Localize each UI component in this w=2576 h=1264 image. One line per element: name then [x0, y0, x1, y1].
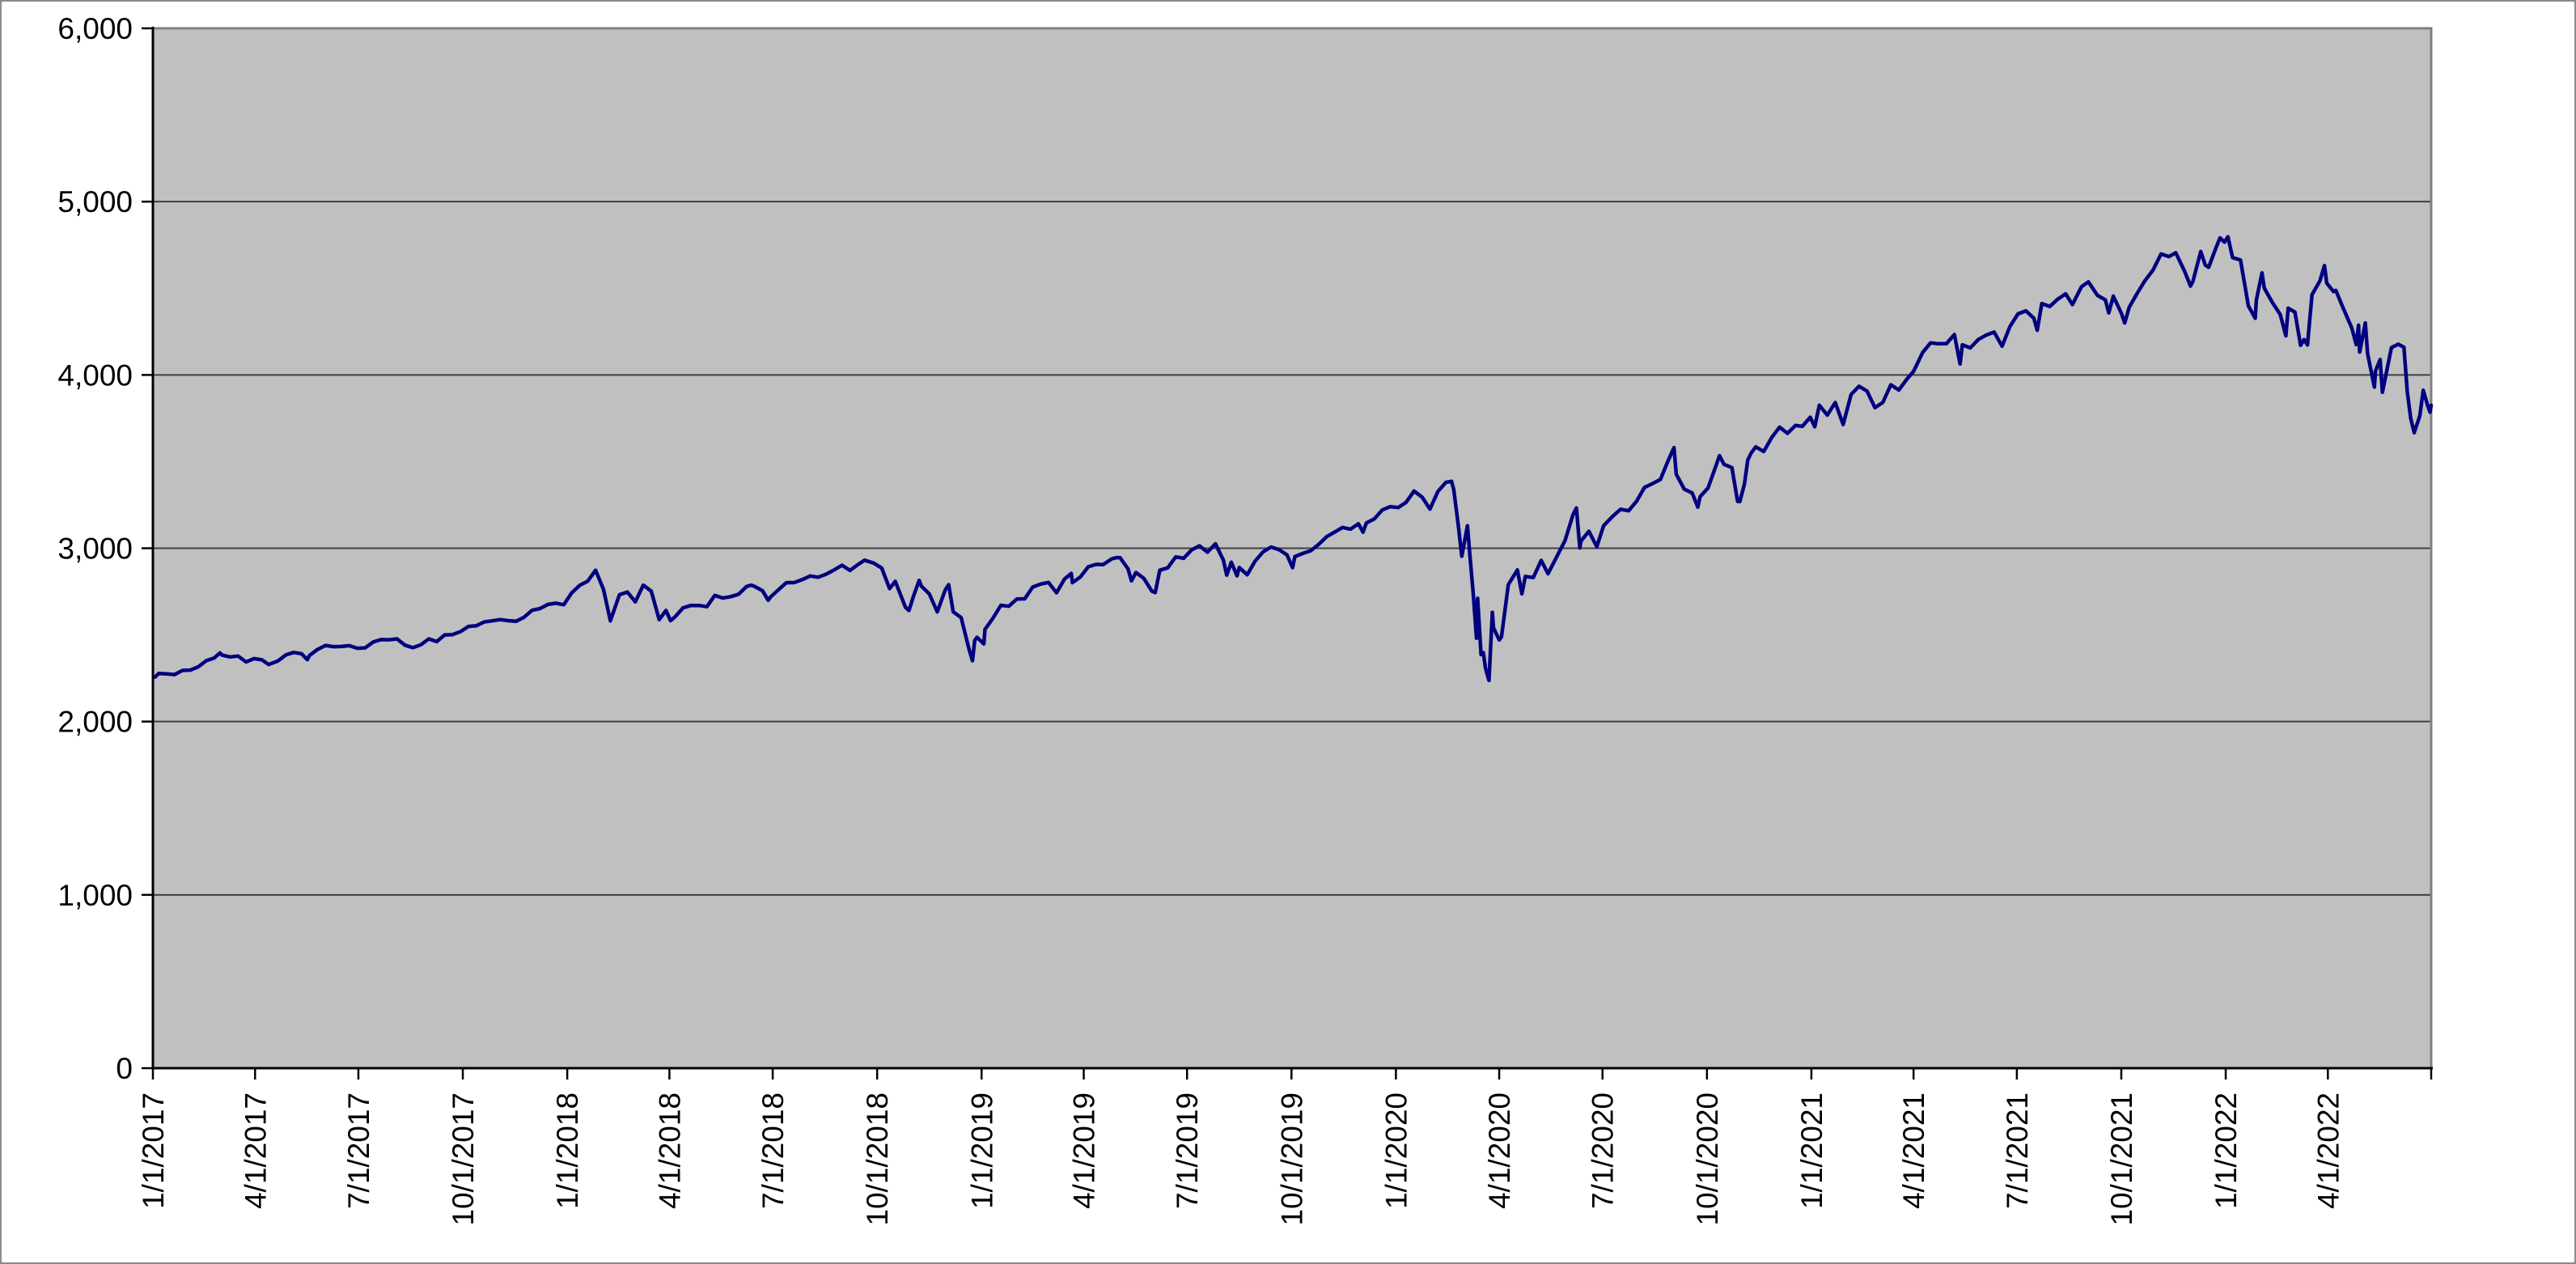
x-axis-label: 10/1/2017	[447, 1092, 480, 1226]
x-axis-label: 4/1/2020	[1483, 1092, 1516, 1209]
x-axis-label: 10/1/2021	[2105, 1092, 2138, 1226]
y-axis-label: 0	[116, 1052, 133, 1085]
y-axis-label: 2,000	[57, 706, 133, 739]
x-axis-label: 10/1/2018	[861, 1092, 894, 1226]
x-axis-label: 1/1/2022	[2210, 1092, 2243, 1209]
x-axis-label: 4/1/2021	[1897, 1092, 1930, 1209]
y-axis-label: 1,000	[57, 879, 133, 912]
x-axis-label: 1/1/2017	[137, 1092, 170, 1209]
x-axis-label: 1/1/2020	[1379, 1092, 1413, 1209]
x-axis-label: 4/1/2022	[2311, 1092, 2345, 1209]
y-axis-label: 3,000	[57, 532, 133, 565]
price-line	[153, 235, 2434, 683]
y-axis-label: 6,000	[57, 12, 133, 45]
x-axis-label: 7/1/2020	[1587, 1092, 1620, 1209]
y-axis-label: 4,000	[57, 358, 133, 392]
x-axis-label: 4/1/2018	[653, 1092, 686, 1209]
x-axis-label: 1/1/2018	[551, 1092, 584, 1209]
x-axis-label: 7/1/2021	[2001, 1092, 2034, 1209]
x-axis-label: 4/1/2019	[1068, 1092, 1101, 1209]
x-axis-label: 7/1/2019	[1171, 1092, 1204, 1209]
x-axis-label: 4/1/2017	[239, 1092, 272, 1209]
x-axis-label: 7/1/2017	[342, 1092, 375, 1209]
x-axis-label: 1/1/2021	[1795, 1092, 1828, 1209]
x-axis-label: 1/1/2019	[965, 1092, 998, 1209]
x-axis-label: 7/1/2018	[756, 1092, 790, 1209]
x-axis-label: 10/1/2020	[1691, 1092, 1724, 1226]
x-axis-label: 10/1/2019	[1275, 1092, 1308, 1226]
y-axis-label: 5,000	[57, 185, 133, 218]
